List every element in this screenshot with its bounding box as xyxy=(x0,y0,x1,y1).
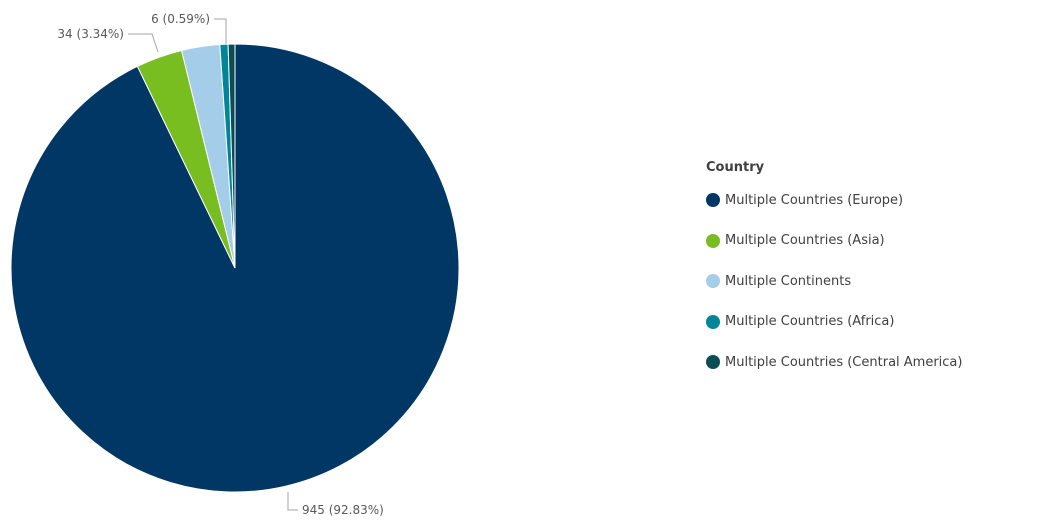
legend-label: Multiple Continents xyxy=(725,273,852,289)
data-label-multiple-countries-africa: 6 (0.59%) xyxy=(151,12,210,26)
legend-swatch-icon xyxy=(706,193,720,207)
legend-label: Multiple Countries (Asia) xyxy=(725,233,885,248)
legend-swatch-icon xyxy=(706,355,720,369)
leader-line-multiple-countries-asia xyxy=(128,33,159,53)
legend-title: Country xyxy=(706,160,765,175)
legend-item-multiple-countries-asia[interactable]: Multiple Countries (Asia) xyxy=(706,231,1046,251)
legend-label: Multiple Countries (Europe) xyxy=(725,192,904,208)
legend-swatch-icon xyxy=(706,233,720,248)
leader-line-multiple-countries-africa xyxy=(214,18,227,44)
legend-items: Multiple Countries (Europe) Multiple Coun… xyxy=(706,190,1046,372)
legend-item-multiple-countries-africa[interactable]: Multiple Countries (Africa) xyxy=(706,312,1046,332)
legend-swatch-icon xyxy=(706,314,720,329)
legend-swatch-icon xyxy=(706,274,720,288)
legend-label: Multiple Countries (Central America) xyxy=(725,354,963,370)
legend-label: Multiple Countries (Africa) xyxy=(725,314,895,329)
legend-item-multiple-countries-europe[interactable]: Multiple Countries (Europe) xyxy=(706,190,1046,210)
pie-slices xyxy=(10,43,460,493)
pie-data-labels: 945 (92.83%) 34 (3.34%) 6 (0.59%) xyxy=(57,12,383,517)
legend-item-multiple-continents[interactable]: Multiple Continents xyxy=(706,271,1046,291)
data-label-multiple-countries-asia: 34 (3.34%) xyxy=(57,27,124,41)
legend-item-multiple-countries-central-america[interactable]: Multiple Countries (Central America) xyxy=(706,352,1046,372)
leader-line-multiple-countries-europe xyxy=(287,492,298,511)
legend: Country Multiple Countries (Europe) Multi… xyxy=(706,156,1046,393)
pie-slice-multiple-countries-central-america[interactable] xyxy=(227,43,236,269)
data-label-multiple-countries-europe: 945 (92.83%) xyxy=(302,503,384,517)
